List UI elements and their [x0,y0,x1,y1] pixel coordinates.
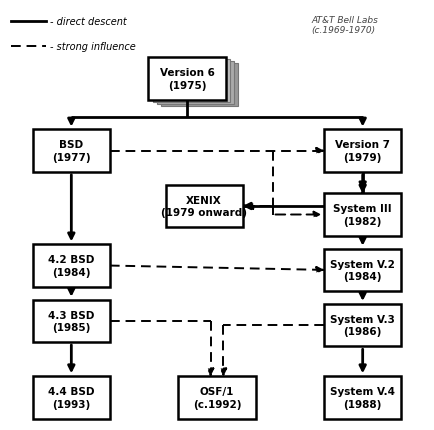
Text: - strong influence: - strong influence [50,42,136,52]
FancyBboxPatch shape [33,300,110,342]
FancyBboxPatch shape [153,60,230,102]
FancyBboxPatch shape [324,249,401,292]
FancyBboxPatch shape [148,58,226,100]
FancyBboxPatch shape [157,62,234,104]
Text: Version 7
(1979): Version 7 (1979) [335,140,390,163]
Text: - direct descent: - direct descent [50,17,127,27]
Text: System III
(1982): System III (1982) [333,204,392,226]
Text: System V.2
(1984): System V.2 (1984) [330,259,395,281]
Text: 4.3 BSD
(1985): 4.3 BSD (1985) [48,310,95,332]
FancyBboxPatch shape [161,64,238,107]
Text: OSF/1
(c.1992): OSF/1 (c.1992) [193,386,241,408]
FancyBboxPatch shape [324,194,401,236]
Text: BSD
(1977): BSD (1977) [52,140,91,163]
Text: 4.4 BSD
(1993): 4.4 BSD (1993) [48,386,95,408]
FancyBboxPatch shape [324,130,401,172]
FancyBboxPatch shape [178,376,256,419]
FancyBboxPatch shape [324,304,401,347]
FancyBboxPatch shape [166,185,243,228]
Text: AT&T Bell Labs
(c.1969-1970): AT&T Bell Labs (c.1969-1970) [311,15,378,35]
Text: 4.2 BSD
(1984): 4.2 BSD (1984) [48,255,95,277]
Text: System V.4
(1988): System V.4 (1988) [330,386,395,408]
FancyBboxPatch shape [324,376,401,419]
Text: Version 6
(1975): Version 6 (1975) [160,68,214,90]
FancyBboxPatch shape [33,130,110,172]
Text: System V.3
(1986): System V.3 (1986) [330,314,395,337]
Text: XENIX
(1979 onward): XENIX (1979 onward) [161,195,247,218]
FancyBboxPatch shape [33,376,110,419]
FancyBboxPatch shape [33,245,110,287]
